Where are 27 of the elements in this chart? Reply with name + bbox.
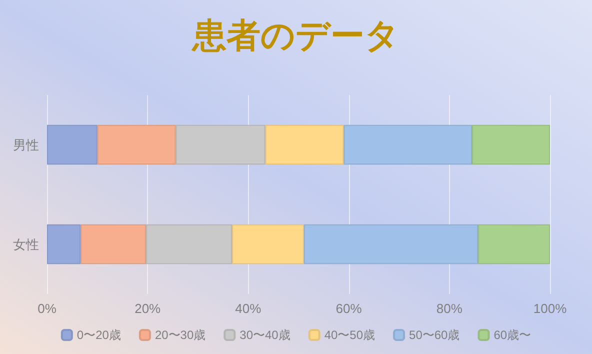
y-tick-label: 男性 <box>13 137 39 152</box>
bar <box>80 224 146 264</box>
chart-title: 患者のデータ <box>190 16 400 56</box>
x-tick-label: 20% <box>134 301 162 316</box>
y-tick-label: 女性 <box>13 236 39 252</box>
legend-label: 0〜20歳 <box>76 328 121 342</box>
x-tick-label: 80% <box>436 301 463 316</box>
bar <box>478 224 550 264</box>
bar <box>97 124 176 165</box>
bar <box>176 124 266 165</box>
legend-label: 50〜60歳 <box>409 328 460 342</box>
bar <box>344 124 472 165</box>
bar <box>265 124 344 165</box>
bar <box>146 224 232 264</box>
bar <box>304 224 478 264</box>
x-tick-label: 60% <box>336 301 362 316</box>
x-tick-label: 100% <box>533 301 568 316</box>
legend-label: 60歳〜 <box>494 328 532 342</box>
legend-label: 40〜50歳 <box>324 328 376 342</box>
x-tick-label: 40% <box>235 301 262 316</box>
bar <box>47 224 81 264</box>
bar <box>47 124 98 165</box>
x-tick-label: 0% <box>38 301 57 316</box>
legend-label: 20〜30歳 <box>154 328 206 342</box>
legend-label: 30〜40歳 <box>240 328 290 342</box>
bar <box>232 224 304 264</box>
bar <box>472 124 550 165</box>
